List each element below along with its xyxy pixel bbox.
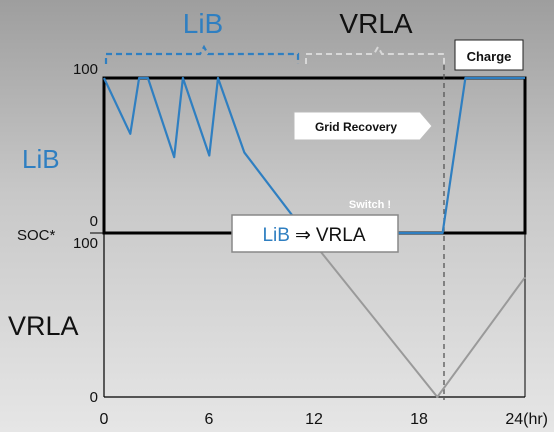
- y-axis-label: SOC*: [17, 227, 56, 244]
- switch-arrow: ⇒: [295, 225, 311, 246]
- top-vrla-label: VRLA: [339, 8, 412, 39]
- switch-to-label: VRLA: [316, 225, 366, 246]
- lib-bracket: [104, 44, 300, 64]
- top-lib-label: LiB: [183, 8, 223, 39]
- xtick-18: 18: [410, 411, 428, 428]
- switch-label: Switch !: [349, 199, 391, 211]
- switch-callout-text: LiB ⇒ VRLA: [262, 225, 365, 246]
- grid-recovery-callout: [293, 111, 433, 141]
- charge-label: Charge: [467, 49, 512, 64]
- lib-ytick-100: 100: [73, 61, 98, 78]
- vrla-ytick-100: 100: [73, 235, 98, 252]
- series-vrla-line: [304, 232, 526, 398]
- xtick-24: 24(hr): [505, 411, 548, 428]
- xtick-12: 12: [305, 411, 323, 428]
- xtick-0: 0: [100, 411, 109, 428]
- panel-lib-label: LiB: [22, 144, 60, 174]
- switch-callout-box: [231, 214, 399, 253]
- charge-callout-box: [454, 39, 524, 71]
- xtick-6: 6: [205, 411, 214, 428]
- lib-ytick-0: 0: [90, 213, 98, 230]
- series-lib-line: [103, 76, 525, 235]
- vrla-ytick-0: 0: [90, 389, 98, 406]
- switch-from-label: LiB: [262, 225, 289, 246]
- grid-recovery-label: Grid Recovery: [315, 120, 397, 134]
- vrla-bracket: [305, 44, 445, 64]
- panel-vrla-label: VRLA: [8, 311, 79, 341]
